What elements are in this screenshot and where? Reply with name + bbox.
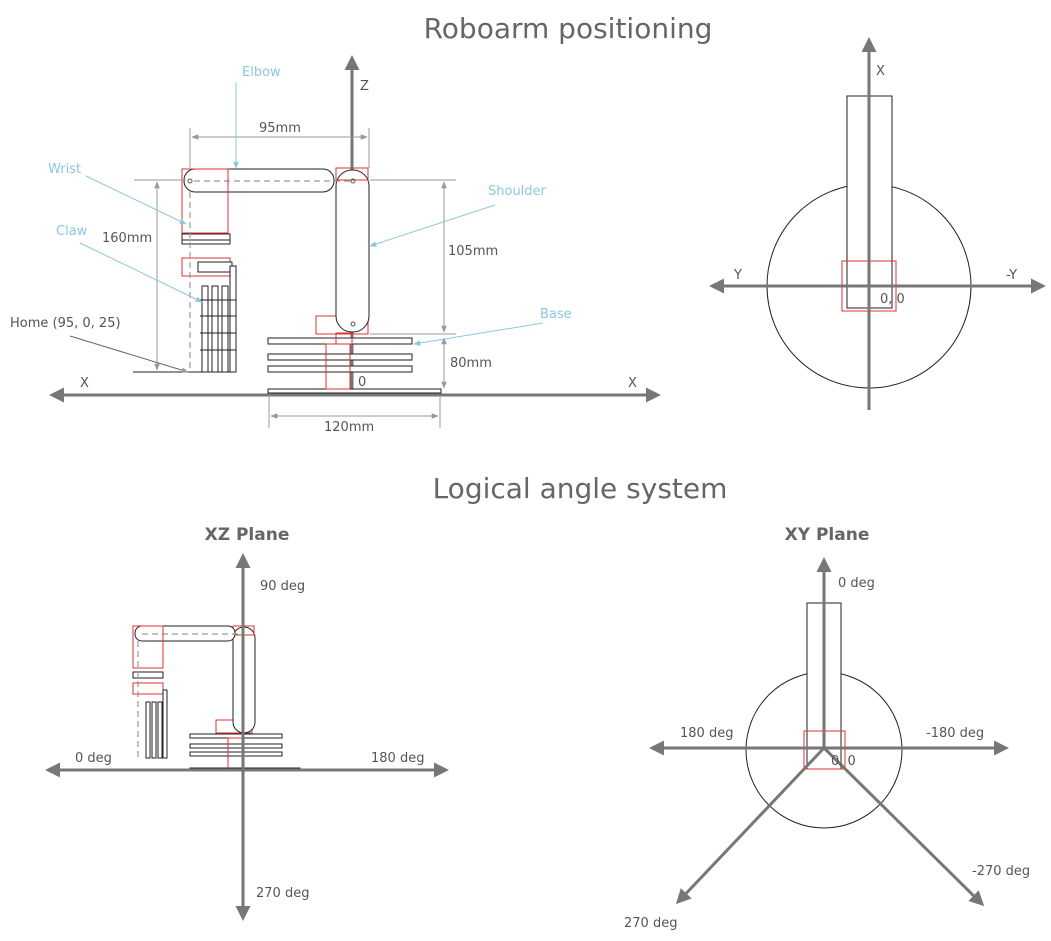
xy-diag-right-axis	[822, 746, 985, 907]
top-origin-label: 0, 0	[880, 292, 905, 307]
side-origin-label: 0	[358, 375, 366, 390]
xy-neg-270-label: -270 deg	[972, 864, 1030, 879]
side-z-label: Z	[360, 79, 369, 94]
dim-95-label: 95mm	[259, 121, 301, 136]
shoulder-callout: Shoulder	[488, 184, 547, 199]
side-view: Z X X 0	[10, 55, 661, 435]
dim-80-label: 80mm	[450, 356, 492, 371]
xz-0-label: 0 deg	[75, 751, 112, 766]
side-x-left-label: X	[80, 376, 89, 391]
top-view: X Y -Y 0, 0	[709, 37, 1046, 410]
xy-origin-label: 0, 0	[831, 754, 856, 769]
side-x-right-label: X	[628, 376, 637, 391]
xy-0-label: 0 deg	[838, 576, 875, 591]
upper-arm	[335, 169, 370, 333]
dim-105-label: 105mm	[448, 244, 498, 259]
xy-diag-left-axis	[675, 746, 826, 905]
dim-160-label: 160mm	[102, 231, 152, 246]
elbow-callout: Elbow	[242, 65, 281, 80]
xz-plane: XZ Plane 90 deg 0 deg 180 deg 270 deg	[45, 525, 449, 921]
positioning-title: Roboarm positioning	[424, 12, 713, 45]
home-callout: Home (95, 0, 25)	[10, 316, 121, 331]
xy-270-label: 270 deg	[624, 916, 677, 931]
xz-title: XZ Plane	[205, 525, 290, 545]
claw	[133, 265, 237, 373]
angles-title: Logical angle system	[433, 472, 728, 505]
arm-base	[267, 332, 442, 394]
xz-90-label: 90 deg	[260, 579, 305, 594]
xz-270-label: 270 deg	[256, 886, 309, 901]
top-y-label: Y	[733, 268, 742, 283]
claw-callout: Claw	[56, 224, 88, 239]
xy-plane: XY Plane 0 deg 180 deg -180 deg 270 deg …	[624, 525, 1030, 931]
top-x-label: X	[876, 64, 885, 79]
base-callout: Base	[540, 307, 572, 322]
dim-120-label: 120mm	[324, 420, 374, 435]
xy-title: XY Plane	[785, 525, 870, 545]
xy-180-label: 180 deg	[680, 726, 733, 741]
top-neg-y-label: -Y	[1006, 268, 1017, 283]
xy-neg-180-label: -180 deg	[926, 726, 984, 741]
wrist-servo	[181, 168, 229, 234]
xz-180-label: 180 deg	[371, 751, 424, 766]
wrist-callout: Wrist	[48, 162, 81, 177]
